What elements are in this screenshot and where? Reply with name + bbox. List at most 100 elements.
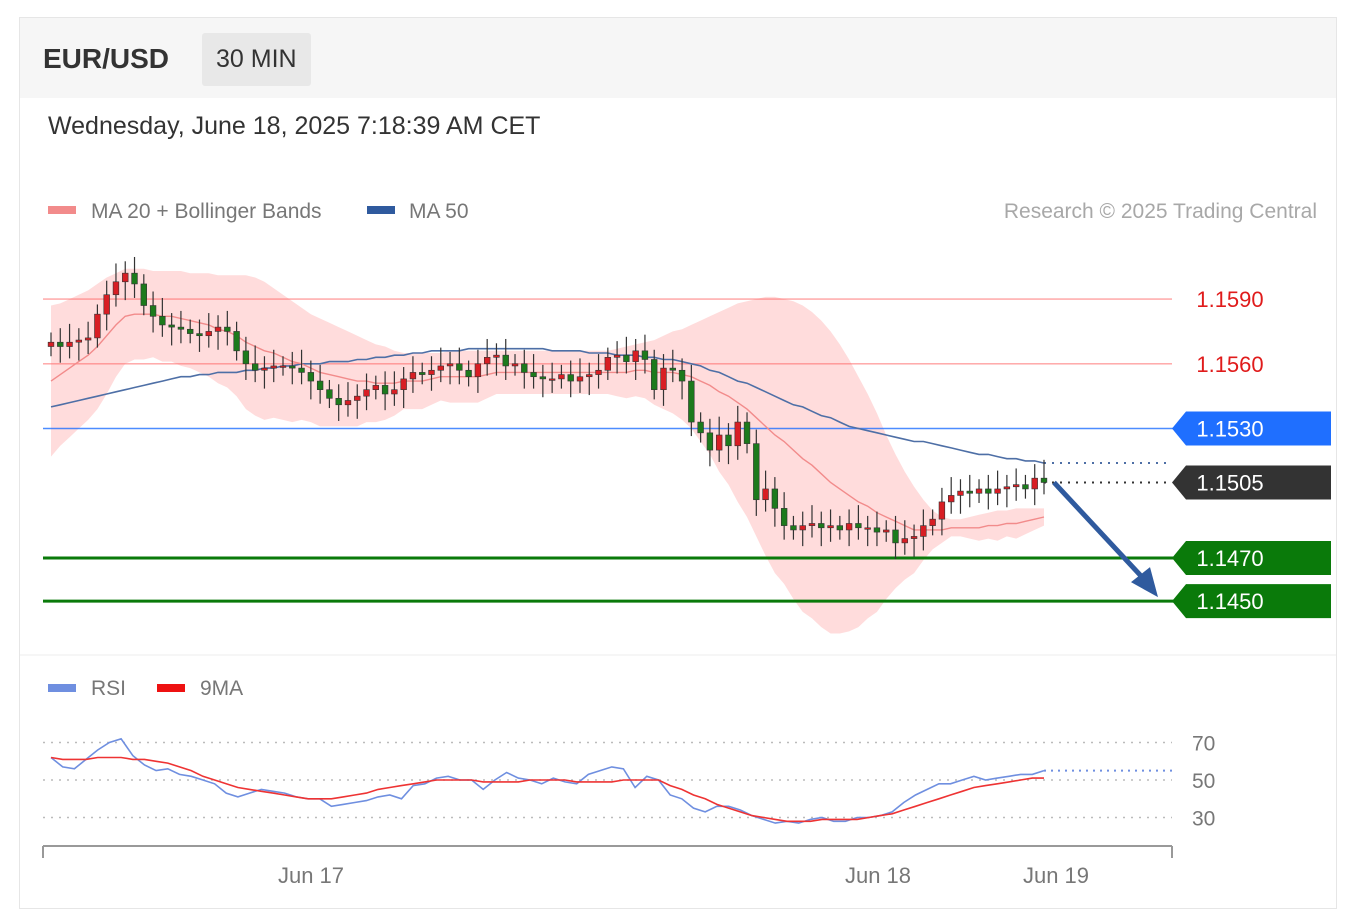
candle-body <box>326 389 333 399</box>
candle-body <box>808 523 816 526</box>
candle-body <box>1022 484 1029 490</box>
timeframe-badge[interactable]: 30 MIN <box>202 33 311 86</box>
candle <box>901 520 908 555</box>
candle <box>855 505 862 540</box>
candle <box>920 509 927 551</box>
candle-body <box>307 372 315 382</box>
forecast-arrow-head <box>1131 567 1158 598</box>
candle <box>289 351 296 385</box>
candle <box>938 487 946 536</box>
candle-body <box>799 525 806 531</box>
candle <box>446 351 454 385</box>
bollinger-layer <box>51 268 1044 634</box>
candle-body <box>688 380 695 423</box>
candle <box>279 356 287 376</box>
candle-body <box>873 527 881 533</box>
level-tag-label-1-1470: 1.1470 <box>1196 546 1263 571</box>
candle-body <box>261 367 268 371</box>
candle-body <box>966 490 973 494</box>
candle-body <box>910 536 918 539</box>
candle <box>131 256 138 298</box>
candle <box>47 332 55 357</box>
candle <box>734 405 741 460</box>
candle-body <box>75 339 83 343</box>
candle <box>112 263 120 307</box>
candle-body <box>502 354 509 367</box>
rsi-ma-legend-label: 9MA <box>200 677 243 700</box>
candle <box>632 338 639 380</box>
candle <box>84 321 92 355</box>
candle-body <box>651 359 658 390</box>
x-tick-label: Jun 19 <box>1023 863 1089 888</box>
candle-body <box>929 518 936 526</box>
candle <box>177 310 185 344</box>
rsi-layer: 70 50 30 <box>43 733 1215 831</box>
candle <box>660 354 667 406</box>
resistance-label-1-1560: 1.1560 <box>1196 352 1263 377</box>
rsi-tick-label-70: 70 <box>1192 733 1215 756</box>
candle-body <box>251 363 259 371</box>
candle <box>883 520 890 542</box>
candle <box>1022 474 1029 499</box>
candle <box>122 261 129 301</box>
candle <box>381 371 389 411</box>
candle-body <box>159 316 166 326</box>
candle-body <box>901 538 908 544</box>
level-tag-1-1505 <box>1172 465 1331 500</box>
candle-body <box>298 367 305 373</box>
ma50-line <box>50 347 1045 464</box>
candle-body <box>224 326 231 332</box>
candle <box>149 291 157 333</box>
candle <box>873 511 881 547</box>
level-tag-1-1530 <box>1172 411 1331 446</box>
candle-body <box>669 367 676 371</box>
candle <box>1012 468 1020 501</box>
candle-body <box>957 490 964 496</box>
level-tag-label-1-1530: 1.1530 <box>1196 417 1263 442</box>
candle-body <box>456 363 463 371</box>
candle-body <box>697 421 704 434</box>
candle <box>780 492 788 540</box>
candle-body <box>391 389 398 395</box>
candle <box>948 477 955 514</box>
candle-body <box>539 376 547 380</box>
candle <box>326 379 333 409</box>
level-tag-1-1470 <box>1172 541 1331 575</box>
level-tags-layer: 1.1590 1.1560 1.1530 1.1505 1.1470 1.1450 <box>1052 287 1331 619</box>
candle <box>530 354 537 389</box>
candle-body <box>344 400 352 406</box>
candle-body <box>1003 486 1011 490</box>
candle-body <box>437 365 444 371</box>
candle <box>539 364 547 398</box>
candle-body <box>827 525 834 529</box>
candle-body <box>780 508 788 526</box>
candle-body <box>316 380 324 390</box>
candle <box>586 362 593 396</box>
candle <box>864 515 871 547</box>
candle-body <box>381 385 389 395</box>
candle <box>743 412 751 454</box>
x-tick-label: Jun 17 <box>278 863 344 888</box>
candle <box>716 416 723 462</box>
candle-body <box>335 398 342 406</box>
candle <box>994 470 1001 506</box>
candle-body <box>196 333 203 337</box>
candle-body <box>484 357 491 365</box>
candle-body <box>122 272 129 283</box>
candle <box>511 354 519 376</box>
rsi-line <box>50 737 1045 824</box>
candle-body <box>66 341 73 347</box>
candle-body <box>706 432 714 451</box>
candle-body <box>641 350 649 360</box>
candle <box>1040 459 1048 495</box>
candle-body <box>446 363 454 367</box>
candle <box>595 354 602 389</box>
candle-body <box>558 374 565 380</box>
rsi-ma-legend-swatch <box>157 684 185 692</box>
candle-body <box>354 395 361 401</box>
candle <box>845 509 853 547</box>
x-axis: Jun 17 Jun 18 Jun 19 <box>42 845 1173 888</box>
candle <box>558 364 565 389</box>
candle <box>159 297 166 337</box>
